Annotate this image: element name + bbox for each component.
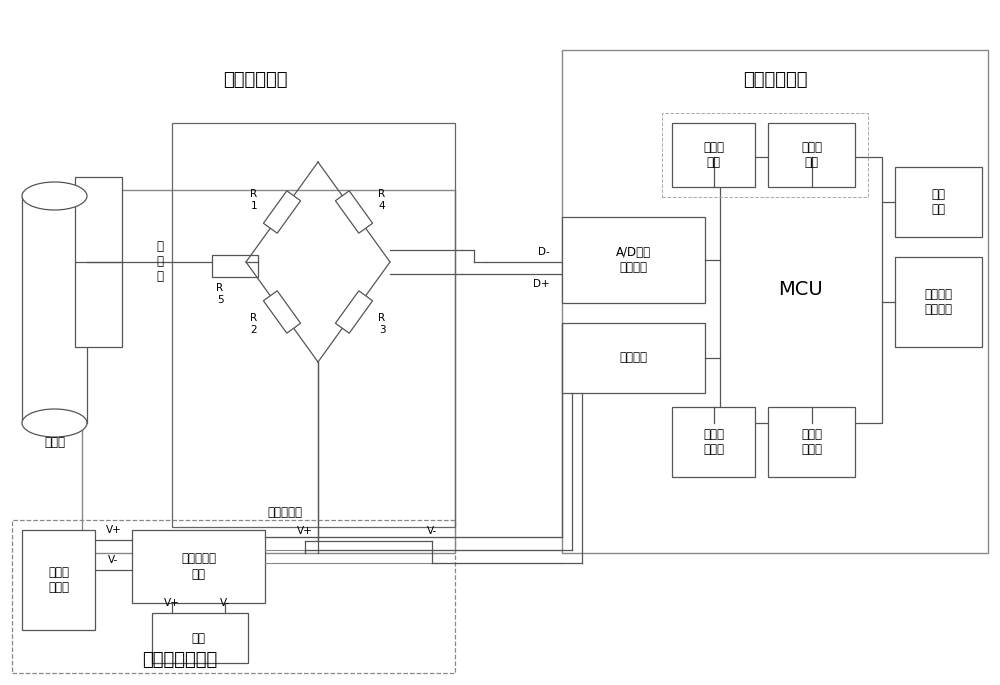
Bar	[132, 530, 265, 603]
Bar	[152, 613, 248, 663]
Text: 太阳能电源单元: 太阳能电源单元	[142, 651, 218, 669]
Ellipse shape	[22, 182, 87, 210]
Bar	[672, 407, 755, 477]
Bar	[562, 217, 705, 303]
Bar	[662, 113, 868, 197]
Bar	[768, 123, 855, 187]
Bar	[895, 167, 982, 237]
Text: 太阳能充电
电路: 太阳能充电 电路	[181, 553, 216, 580]
Text: 数据加
密单元: 数据加 密单元	[801, 428, 822, 456]
Polygon shape	[263, 291, 301, 333]
Ellipse shape	[22, 409, 87, 437]
Text: V-: V-	[108, 555, 119, 565]
Text: 电池: 电池	[192, 632, 206, 645]
Text: 惠斯登电桥: 惠斯登电桥	[268, 506, 302, 519]
Bar	[768, 407, 855, 477]
Text: 无线接收
发射模块: 无线接收 发射模块	[924, 288, 952, 316]
Text: 数据处理单元: 数据处理单元	[743, 71, 807, 89]
Text: 温度传
感器: 温度传 感器	[703, 141, 724, 169]
Text: 发射
天线: 发射 天线	[932, 188, 946, 216]
Bar	[22, 196, 87, 423]
Bar	[172, 123, 455, 527]
Text: V+: V+	[106, 525, 121, 535]
Text: 太阳能
电池板: 太阳能 电池板	[48, 566, 69, 594]
Text: V+: V+	[297, 526, 313, 536]
Bar	[562, 323, 705, 393]
Text: D+: D+	[533, 279, 550, 289]
Text: V+: V+	[164, 598, 180, 608]
Bar	[672, 123, 755, 187]
Text: R
5: R 5	[216, 283, 224, 305]
Bar	[82, 190, 455, 553]
Text: 供电模块: 供电模块	[620, 351, 648, 364]
Text: R
2: R 2	[250, 313, 258, 335]
Text: A/D模数
转换模块: A/D模数 转换模块	[616, 246, 651, 274]
Bar	[22, 530, 95, 630]
Bar	[212, 255, 258, 277]
Text: MCU: MCU	[779, 280, 823, 299]
Polygon shape	[335, 291, 373, 333]
Text: R
3: R 3	[378, 313, 386, 335]
Text: R
1: R 1	[250, 189, 258, 211]
Text: V-: V-	[427, 526, 437, 536]
Text: V-: V-	[220, 598, 230, 608]
Text: 模拟称重单元: 模拟称重单元	[223, 71, 287, 89]
Text: R
4: R 4	[378, 189, 386, 211]
Bar	[562, 50, 988, 553]
Text: 弹性体: 弹性体	[44, 436, 65, 449]
Text: 数据存
储单元: 数据存 储单元	[703, 428, 724, 456]
Text: 压强传
感器: 压强传 感器	[801, 141, 822, 169]
Text: 应
变
片: 应 变 片	[156, 240, 163, 284]
Polygon shape	[263, 191, 301, 233]
Text: D-: D-	[538, 247, 550, 257]
Bar	[720, 157, 882, 423]
Polygon shape	[335, 191, 373, 233]
Bar	[75, 177, 122, 347]
Bar	[895, 257, 982, 347]
Bar	[12, 520, 455, 673]
